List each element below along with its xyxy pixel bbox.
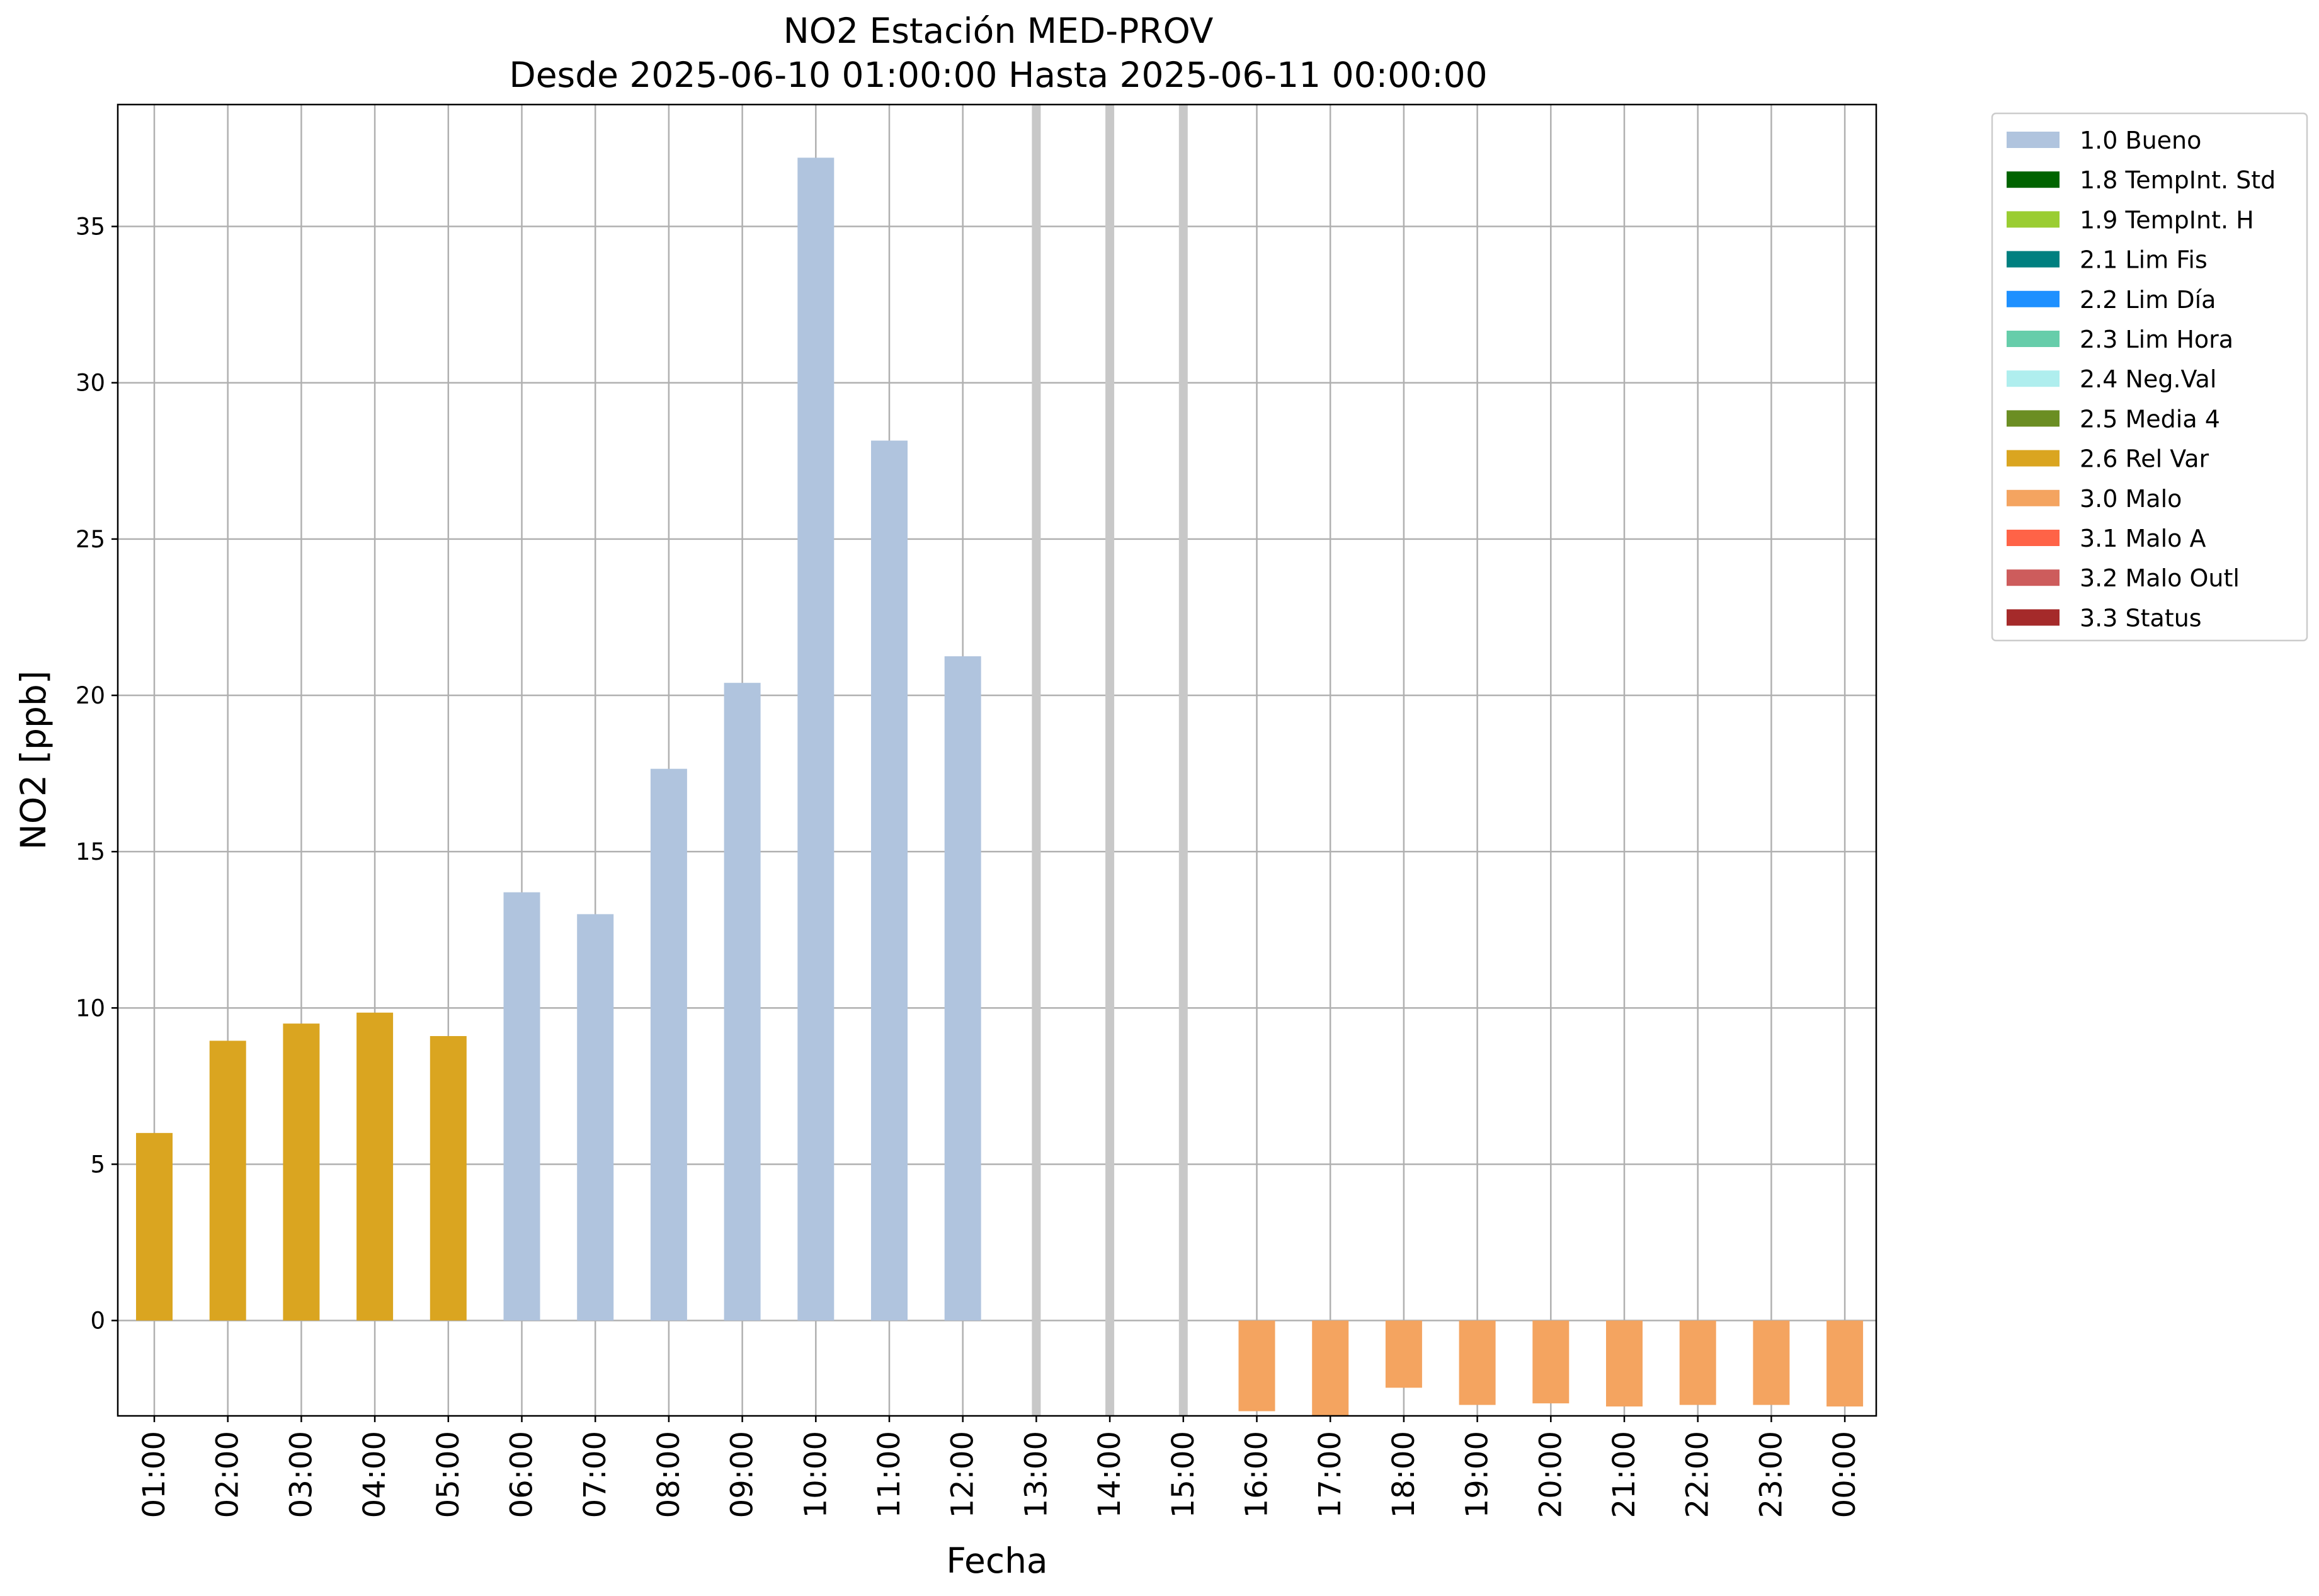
legend-label: 3.2 Malo Outl <box>2080 564 2240 592</box>
x-tick-label: 10:00 <box>798 1431 833 1518</box>
missing-data-markers <box>1032 105 1188 1416</box>
x-tick-label: 21:00 <box>1607 1431 1642 1518</box>
bar <box>1826 1320 1864 1407</box>
chart-title: NO2 Estación MED-PROV <box>783 11 1214 51</box>
x-tick-label: 00:00 <box>1827 1431 1862 1518</box>
bar <box>1459 1320 1496 1405</box>
legend-label: 2.3 Lim Hora <box>2080 326 2233 353</box>
legend-swatch <box>2007 450 2060 467</box>
legend-swatch <box>2007 609 2060 626</box>
x-tick-label: 04:00 <box>357 1431 392 1518</box>
bar <box>650 768 687 1321</box>
y-axis: 0 5 10 15 20 25 30 35 <box>76 214 118 1335</box>
x-tick-label: 03:00 <box>283 1431 319 1518</box>
legend-label: 2.1 Lim Fis <box>2080 246 2208 274</box>
legend-swatch <box>2007 211 2060 228</box>
x-tick-label: 12:00 <box>945 1431 981 1518</box>
bar <box>1312 1320 1349 1416</box>
x-tick-label: 20:00 <box>1533 1431 1568 1518</box>
legend-label: 1.0 Bueno <box>2080 127 2201 154</box>
bar <box>577 914 614 1321</box>
bar <box>1238 1320 1275 1411</box>
bar <box>1606 1320 1643 1407</box>
x-tick-label: 02:00 <box>210 1431 246 1518</box>
legend-swatch <box>2007 290 2060 307</box>
bar <box>356 1012 394 1321</box>
bar <box>724 683 761 1321</box>
legend-label: 2.6 Rel Var <box>2080 445 2209 473</box>
bar <box>944 656 981 1321</box>
bar <box>430 1035 467 1321</box>
chart-subtitle: Desde 2025-06-10 01:00:00 Hasta 2025-06-… <box>509 55 1487 95</box>
y-tick-label: 5 <box>90 1151 105 1178</box>
x-tick-label: 17:00 <box>1313 1431 1348 1518</box>
y-tick-label: 20 <box>76 682 105 709</box>
missing-data-marker <box>1032 105 1041 1416</box>
x-tick-label: 06:00 <box>504 1431 540 1518</box>
legend-label: 1.8 TempInt. Std <box>2080 166 2276 194</box>
x-tick-label: 07:00 <box>578 1431 613 1518</box>
legend-label: 3.1 Malo A <box>2080 525 2206 552</box>
legend-label: 2.5 Media 4 <box>2080 405 2220 433</box>
bar <box>1753 1320 1790 1405</box>
legend-swatch <box>2007 132 2060 148</box>
x-tick-label: 22:00 <box>1680 1431 1716 1518</box>
x-tick-label: 01:00 <box>137 1431 172 1518</box>
legend-label: 2.4 Neg.Val <box>2080 365 2216 393</box>
y-tick-label: 15 <box>76 838 105 865</box>
bars <box>136 157 1864 1416</box>
legend: 1.0 Bueno 1.8 TempInt. Std 1.9 TempInt. H 2… <box>1991 112 2308 642</box>
y-tick-label: 25 <box>76 526 105 553</box>
x-tick-label: 08:00 <box>651 1431 687 1518</box>
x-axis-label: Fecha <box>946 1541 1047 1581</box>
bar <box>797 157 835 1321</box>
x-tick-label: 23:00 <box>1753 1431 1789 1518</box>
missing-data-marker <box>1178 105 1188 1416</box>
y-axis-label: NO2 [ppb] <box>13 671 54 850</box>
x-tick-label: 09:00 <box>725 1431 760 1518</box>
plot-background <box>118 105 1876 1416</box>
plot-area <box>117 103 1877 1417</box>
bar <box>209 1040 246 1321</box>
bar <box>1385 1320 1422 1388</box>
x-tick-label: 11:00 <box>872 1431 907 1518</box>
legend-swatch <box>2007 370 2060 387</box>
legend-label: 3.0 Malo <box>2080 485 2182 513</box>
y-tick-label: 0 <box>90 1308 105 1335</box>
legend-swatch <box>2007 410 2060 427</box>
legend-label: 3.3 Status <box>2080 604 2202 632</box>
legend-swatch <box>2007 569 2060 586</box>
y-tick-label: 10 <box>76 995 105 1022</box>
legend-label: 1.9 TempInt. H <box>2080 206 2254 234</box>
legend-swatch <box>2007 331 2060 347</box>
x-tick-label: 19:00 <box>1460 1431 1495 1518</box>
x-tick-label: 05:00 <box>431 1431 466 1518</box>
bar <box>1679 1320 1716 1405</box>
x-tick-label: 15:00 <box>1166 1431 1201 1518</box>
x-axis: 01:00 02:00 03:00 04:00 05:00 06:00 07:00 08:00… <box>137 1416 1862 1518</box>
legend-label: 2.2 Lim Día <box>2080 286 2216 314</box>
bar <box>871 440 908 1321</box>
y-tick-label: 35 <box>76 214 105 241</box>
x-tick-label: 14:00 <box>1092 1431 1127 1518</box>
legend-swatch <box>2007 251 2060 268</box>
y-tick-label: 30 <box>76 370 105 397</box>
plot-frame <box>117 103 1877 1417</box>
bar <box>136 1132 173 1321</box>
legend-swatch <box>2007 489 2060 506</box>
legend-swatch <box>2007 530 2060 546</box>
bar <box>1532 1320 1570 1404</box>
legend-swatch <box>2007 171 2060 188</box>
x-tick-label: 16:00 <box>1239 1431 1275 1518</box>
missing-data-marker <box>1105 105 1115 1416</box>
bar <box>503 892 540 1321</box>
legend-frame <box>1991 112 2308 642</box>
x-tick-label: 13:00 <box>1018 1431 1054 1518</box>
bar <box>283 1023 320 1321</box>
x-tick-label: 18:00 <box>1386 1431 1422 1518</box>
